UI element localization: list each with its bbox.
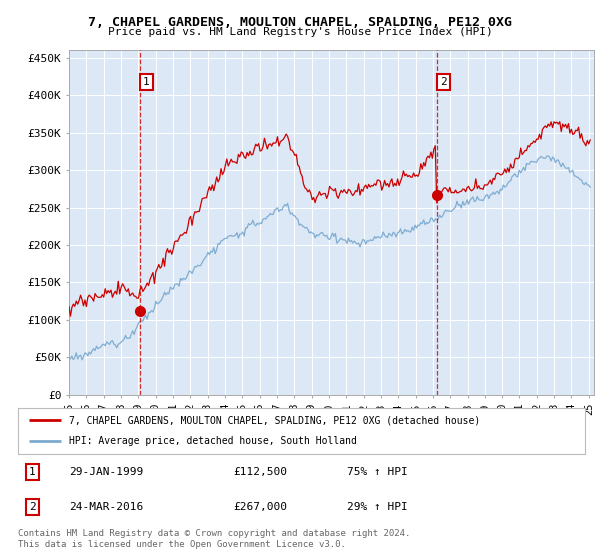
Text: 29% ↑ HPI: 29% ↑ HPI (347, 502, 407, 512)
Text: 29-JAN-1999: 29-JAN-1999 (69, 467, 143, 477)
Text: 75% ↑ HPI: 75% ↑ HPI (347, 467, 407, 477)
Text: 1: 1 (29, 467, 35, 477)
Text: Contains HM Land Registry data © Crown copyright and database right 2024.
This d: Contains HM Land Registry data © Crown c… (18, 529, 410, 549)
Text: 7, CHAPEL GARDENS, MOULTON CHAPEL, SPALDING, PE12 0XG (detached house): 7, CHAPEL GARDENS, MOULTON CHAPEL, SPALD… (69, 415, 480, 425)
Text: £112,500: £112,500 (233, 467, 287, 477)
Text: 2: 2 (440, 77, 447, 87)
Text: HPI: Average price, detached house, South Holland: HPI: Average price, detached house, Sout… (69, 436, 357, 446)
Text: 2: 2 (29, 502, 35, 512)
Text: 1: 1 (143, 77, 150, 87)
Text: Price paid vs. HM Land Registry's House Price Index (HPI): Price paid vs. HM Land Registry's House … (107, 27, 493, 38)
Text: £267,000: £267,000 (233, 502, 287, 512)
Text: 7, CHAPEL GARDENS, MOULTON CHAPEL, SPALDING, PE12 0XG: 7, CHAPEL GARDENS, MOULTON CHAPEL, SPALD… (88, 16, 512, 29)
Text: 24-MAR-2016: 24-MAR-2016 (69, 502, 143, 512)
